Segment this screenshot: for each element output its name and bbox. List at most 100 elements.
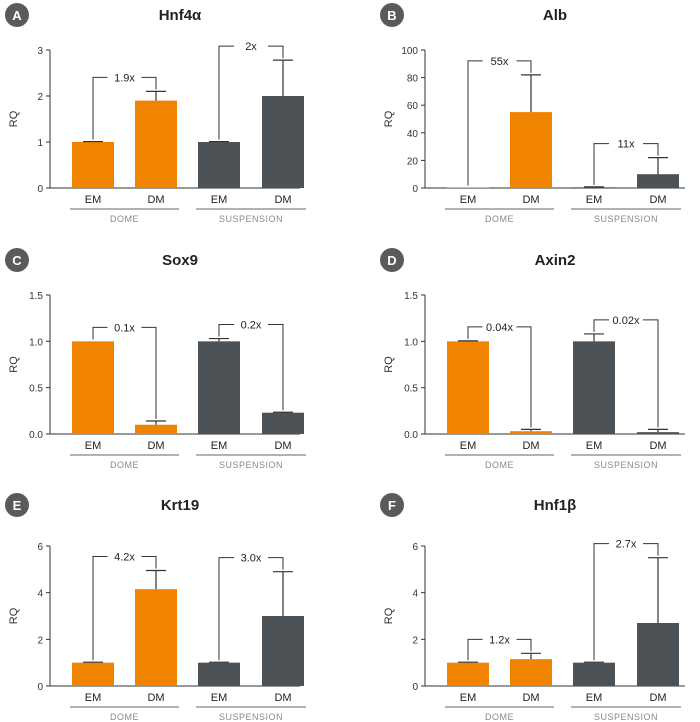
bar-dm-suspension — [262, 616, 304, 686]
panel-letter: C — [12, 253, 22, 268]
panel-f: F Hnf1β RQ 0 2 4 6 EM DM EM DM 1.2x 2.7x DOME SUSPENSI… — [380, 493, 685, 722]
bar-em-suspension — [573, 662, 615, 686]
x-tick-label: DM — [522, 194, 539, 206]
chart-title: Hnf4α — [159, 7, 202, 24]
annotation-bg — [107, 321, 142, 334]
bar-em-dome — [72, 341, 114, 434]
bar-dm-dome — [510, 659, 552, 686]
annotation-bg — [482, 54, 517, 67]
panel-d: D Axin2 RQ 0.0 0.5 1.0 1.5 EM DM EM DM 0.04x 0.02x DO… — [380, 248, 685, 470]
chart-title: Krt19 — [161, 497, 199, 514]
x-tick-label: EM — [85, 440, 102, 452]
y-tick-label: 0.5 — [29, 384, 43, 395]
x-tick-label: EM — [211, 692, 228, 704]
y-tick-label: 6 — [37, 542, 43, 553]
y-tick-label: 20 — [407, 156, 419, 167]
y-tick-label: 2 — [412, 635, 418, 646]
chart-title: Hnf1β — [534, 497, 577, 514]
bar-dm-dome — [510, 431, 552, 434]
x-tick-label: DM — [147, 692, 164, 704]
group-label-suspension: SUSPENSION — [219, 214, 283, 224]
bar-em-dome — [72, 142, 114, 188]
y-tick-label: 1.5 — [29, 291, 43, 302]
bar-em-dome — [72, 662, 114, 686]
y-tick-label: 1.0 — [404, 337, 418, 348]
y-tick-label: 3 — [37, 46, 43, 57]
group-label-dome: DOME — [110, 460, 139, 470]
x-tick-label: DM — [522, 692, 539, 704]
annotation-bg — [482, 633, 517, 646]
x-tick-label: DM — [274, 440, 291, 452]
panel-letter: A — [12, 8, 22, 23]
chart-title: Sox9 — [162, 252, 198, 269]
y-tick-label: 0 — [37, 184, 43, 195]
x-tick-label: DM — [649, 692, 666, 704]
bar-em-dome — [447, 662, 489, 686]
bar-em-suspension — [198, 142, 240, 188]
x-tick-label: EM — [85, 692, 102, 704]
fold-change-label: 2x — [245, 41, 257, 53]
panel-badge — [380, 3, 404, 27]
fold-change-label: 55x — [491, 56, 509, 68]
bar-em-suspension — [198, 341, 240, 434]
annotation-bg — [609, 313, 643, 326]
panel-letter: E — [13, 498, 22, 513]
x-tick-label: EM — [586, 194, 603, 206]
panel-e: E Krt19 RQ 0 2 4 6 EM DM EM DM 4.2x 3.0x DOME SUSPENSI… — [5, 493, 306, 722]
fold-change-label: 2.7x — [616, 539, 637, 551]
panel-badge — [5, 3, 29, 27]
x-tick-label: DM — [649, 194, 666, 206]
y-tick-label: 2 — [37, 92, 43, 103]
bar-dm-dome — [510, 112, 552, 188]
bar-dm-dome — [135, 589, 177, 686]
fold-change-label: 3.0x — [241, 553, 262, 565]
panel-b: B Alb RQ 0 20 40 60 80 100 EM DM EM DM 55x 11x DOME SUSP… — [380, 3, 685, 224]
panel-letter: D — [387, 253, 396, 268]
bar-dm-suspension — [262, 412, 304, 434]
y-tick-label: 2 — [37, 635, 43, 646]
annotation-bg — [234, 40, 268, 53]
annotation-bg — [107, 71, 142, 84]
y-tick-label: 0 — [412, 682, 418, 693]
y-axis-label: RQ — [383, 607, 395, 624]
x-tick-label: EM — [211, 440, 228, 452]
chart-title: Axin2 — [535, 252, 576, 269]
y-axis-label: RQ — [383, 110, 395, 127]
annotation-bg — [609, 537, 643, 550]
fold-change-label: 0.04x — [486, 322, 513, 334]
panel-badge — [5, 248, 29, 272]
x-tick-label: EM — [460, 440, 477, 452]
y-tick-label: 0 — [37, 682, 43, 693]
x-tick-label: EM — [460, 194, 477, 206]
panel-c: C Sox9 RQ 0.0 0.5 1.0 1.5 EM DM EM DM 0.1x 0.2x DOME S… — [5, 248, 306, 470]
y-tick-label: 4 — [37, 589, 43, 600]
bar-dm-suspension — [637, 174, 679, 188]
x-tick-label: DM — [274, 194, 291, 206]
y-tick-label: 1.0 — [29, 337, 43, 348]
bar-em-suspension — [198, 662, 240, 686]
x-tick-label: EM — [460, 692, 477, 704]
y-axis-label: RQ — [8, 110, 20, 127]
group-label-suspension: SUSPENSION — [594, 214, 658, 224]
y-tick-label: 80 — [407, 74, 419, 85]
y-tick-label: 4 — [412, 589, 418, 600]
chart-title: Alb — [543, 7, 567, 24]
fold-change-label: 0.1x — [114, 322, 135, 334]
bar-em-suspension — [573, 187, 615, 188]
panel-badge — [5, 493, 29, 517]
bar-dm-dome — [135, 424, 177, 434]
group-label-suspension: SUSPENSION — [219, 712, 283, 722]
y-tick-label: 1 — [37, 138, 43, 149]
bar-dm-suspension — [262, 96, 304, 188]
group-label-suspension: SUSPENSION — [594, 712, 658, 722]
x-tick-label: DM — [649, 440, 666, 452]
annotation-bg — [107, 550, 142, 563]
group-label-dome: DOME — [485, 214, 514, 224]
bar-dm-suspension — [637, 623, 679, 686]
x-tick-label: EM — [586, 692, 603, 704]
annotation-bg — [234, 318, 268, 331]
group-label-dome: DOME — [110, 712, 139, 722]
group-label-dome: DOME — [485, 460, 514, 470]
bar-dm-dome — [135, 100, 177, 188]
